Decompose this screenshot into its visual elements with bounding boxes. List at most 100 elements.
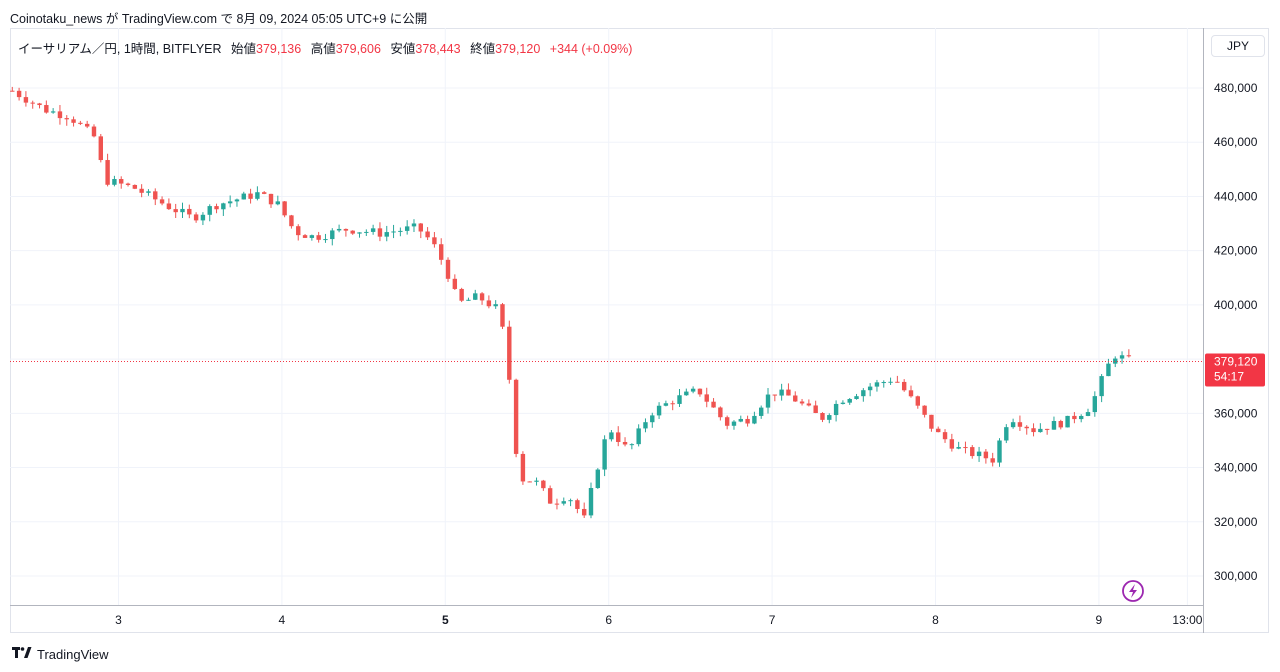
candle <box>595 468 601 489</box>
candle <box>636 424 641 447</box>
candle <box>105 153 110 187</box>
candle-body <box>112 179 117 185</box>
candle <box>330 228 335 246</box>
candle <box>357 232 362 238</box>
candle <box>221 202 226 216</box>
candle-body <box>915 396 920 406</box>
candle <box>670 400 675 411</box>
published-line: Coinotaku_news が TradingView.com で 8月 09… <box>10 12 428 26</box>
candle-body <box>193 214 199 221</box>
candle-body <box>119 179 124 184</box>
candle <box>915 395 920 409</box>
candle-body <box>765 394 771 408</box>
candle <box>793 391 798 402</box>
candle-body <box>1010 422 1016 428</box>
candle <box>64 115 69 126</box>
candle <box>343 228 349 237</box>
candle <box>684 388 689 396</box>
candle-body <box>799 401 805 404</box>
candle <box>10 86 15 92</box>
candle-body <box>91 126 97 137</box>
candle-body <box>1092 396 1098 413</box>
candle <box>1126 349 1132 358</box>
candle <box>370 224 376 235</box>
candle <box>255 186 260 201</box>
candle-body <box>398 230 403 232</box>
candle-body <box>57 111 63 119</box>
candle-body <box>650 415 655 423</box>
candle-body <box>718 407 723 418</box>
candle <box>813 400 818 414</box>
candle <box>466 297 471 301</box>
candle <box>629 443 635 450</box>
candle-body <box>1058 421 1063 428</box>
candle-body <box>84 123 90 127</box>
x-tick-label: 13:00 <box>1172 613 1202 627</box>
candle <box>718 406 723 421</box>
candle <box>690 386 696 394</box>
close-label: 終値 <box>470 42 496 56</box>
candle-body <box>459 288 464 301</box>
candle-body <box>289 215 294 227</box>
candle <box>37 102 42 109</box>
candle <box>840 400 846 405</box>
candle <box>1044 428 1050 435</box>
candle-body <box>745 418 750 424</box>
candle <box>459 287 464 303</box>
candle-body <box>581 508 587 516</box>
candle-body <box>159 199 165 204</box>
tradingview-logo[interactable]: TradingView <box>12 646 109 662</box>
candle <box>398 227 403 237</box>
candle <box>520 451 526 485</box>
candle <box>1072 412 1077 424</box>
candle-body <box>806 403 812 406</box>
candle <box>956 441 961 450</box>
candle-body <box>568 500 573 502</box>
candle <box>650 412 655 428</box>
candle-body <box>833 403 839 416</box>
candle <box>1119 351 1125 364</box>
candle <box>411 219 417 233</box>
candle <box>561 497 566 506</box>
candle <box>289 214 294 229</box>
candle <box>534 477 539 486</box>
candle-body <box>908 390 914 397</box>
candle <box>541 479 546 491</box>
candle-body <box>146 191 151 193</box>
candle <box>779 383 784 401</box>
currency-button[interactable]: JPY <box>1211 35 1265 57</box>
candle <box>44 100 49 114</box>
candle <box>936 426 941 433</box>
candle <box>827 413 832 424</box>
candle-body <box>888 381 893 383</box>
candle-body <box>37 103 42 106</box>
candle-body <box>901 381 907 391</box>
tradingview-logo-icon <box>12 646 32 662</box>
candle <box>275 195 281 206</box>
candle <box>949 433 955 452</box>
candle-body <box>942 432 948 440</box>
candle <box>643 418 648 433</box>
candle <box>1085 408 1091 417</box>
candle <box>1024 425 1029 435</box>
candle-body <box>207 206 212 215</box>
candle-body <box>50 111 56 113</box>
candle-body <box>241 193 246 200</box>
candle <box>112 175 117 187</box>
candle-body <box>697 388 703 395</box>
candle <box>404 220 410 235</box>
candle-body <box>1099 376 1104 397</box>
candle <box>602 435 607 477</box>
candle <box>84 120 90 129</box>
candle-body <box>861 390 866 397</box>
lightning-icon <box>1122 580 1144 602</box>
candle <box>527 481 532 483</box>
candle <box>1092 391 1098 417</box>
candle-body <box>330 230 335 240</box>
candle-body <box>64 118 69 120</box>
candle-body <box>200 214 206 221</box>
candle <box>942 429 948 443</box>
candle <box>50 108 56 114</box>
